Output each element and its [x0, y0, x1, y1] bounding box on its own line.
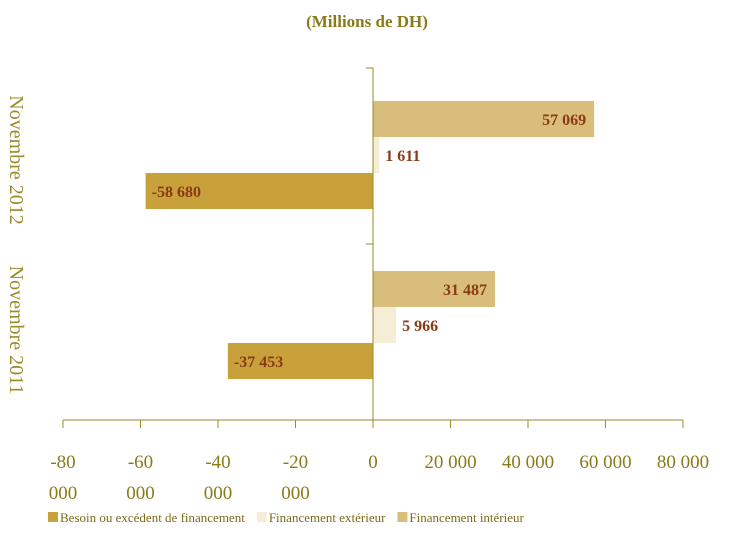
x-tick-label: 20 000 [424, 452, 476, 473]
data-label: -37 453 [234, 354, 283, 371]
bar-financement-ext-rieur-1 [373, 137, 380, 173]
legend-swatch [397, 512, 408, 522]
y-category-label: Novembre 2012 [5, 95, 27, 224]
x-tick-label: -20 000 [281, 452, 310, 504]
x-tick-label: 60 000 [579, 452, 631, 473]
bar-besoin-ou-exc-dent-de-financement-2 [227, 343, 373, 379]
data-label: 1 611 [385, 148, 420, 165]
chart-title: (Millions de DH) [306, 12, 428, 31]
bar-besoin-ou-exc-dent-de-financement-1 [145, 173, 373, 209]
bar-financement-int-rieur-1 [373, 101, 595, 137]
data-label: 31 487 [443, 282, 487, 299]
x-tick-label: -80 000 [49, 452, 78, 504]
legend-swatch [48, 512, 58, 522]
data-label: -58 680 [152, 184, 201, 201]
x-tick-label: 0 [368, 452, 378, 473]
x-tick-label: -60 000 [126, 452, 155, 504]
x-tick-label: -40 000 [204, 452, 233, 504]
data-label: 5 966 [402, 318, 438, 335]
bar-financement-int-rieur-2 [373, 271, 496, 307]
legend-label: Financement extérieur [269, 510, 386, 525]
legend-swatch [256, 512, 267, 522]
plot-area: 57 069 31 487 1 611 5 966 -58 680 -37 453 -80 0… [5, 67, 709, 525]
y-category-label: Novembre 2011 [5, 266, 27, 395]
legend-label: Besoin ou excédent de financement [60, 510, 245, 525]
data-label: 57 069 [542, 112, 586, 129]
x-tick-label: 80 000 [657, 452, 709, 473]
legend-label: Financement intérieur [409, 510, 524, 525]
bar-financement-ext-rieur-2 [373, 307, 397, 343]
x-tick-label: 40 000 [502, 452, 554, 473]
